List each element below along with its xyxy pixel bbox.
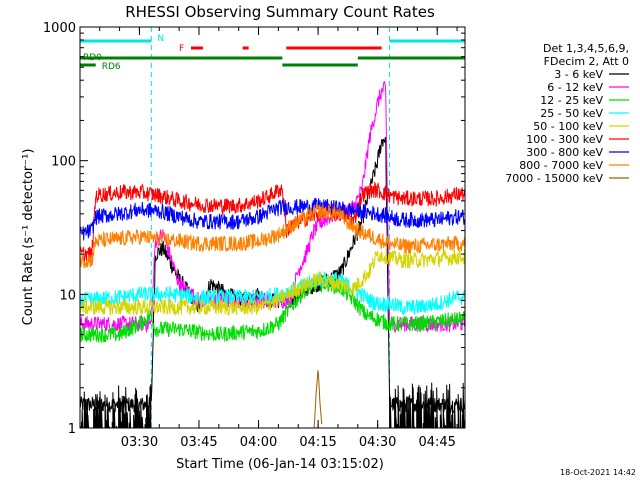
- x-tick-label: 03:45: [180, 435, 217, 450]
- series-line-7: [80, 197, 465, 241]
- legend-label-1: 3 - 6 keV: [554, 68, 603, 81]
- plot-timestamp: 18-Oct-2021 14:42: [560, 468, 636, 477]
- legend-label-9: 7000 - 15000 keV: [505, 172, 603, 185]
- y-tick-label: 100: [51, 155, 76, 170]
- chart-title: RHESSI Observing Summary Count Rates: [125, 3, 435, 21]
- legend-label-6: 100 - 300 keV: [526, 133, 603, 146]
- legend-label-3: 12 - 25 keV: [540, 94, 603, 107]
- x-tick-label: 04:15: [299, 435, 336, 450]
- x-tick-label: 04:00: [240, 435, 277, 450]
- x-tick-label: 03:30: [121, 435, 158, 450]
- flag-label-rd6: RD6: [102, 62, 121, 72]
- legend-label-8: 800 - 7000 keV: [519, 159, 603, 172]
- x-tick-label: 04:45: [418, 435, 455, 450]
- y-tick-label: 10: [59, 288, 76, 303]
- flag-label-f: F: [179, 44, 184, 54]
- y-tick-label: 1000: [43, 21, 76, 36]
- y-axis-label: Count Rate (s⁻¹ detector⁻¹): [21, 149, 36, 326]
- axes: 1 10 100 1000 03:30 03:45 04:00 04:15 04:30 04:45: [43, 21, 466, 450]
- legend-label-2: 6 - 12 keV: [547, 81, 603, 94]
- night-counts-bars: [389, 382, 465, 428]
- series-line-3: [80, 275, 465, 343]
- legend-label-5: 50 - 100 keV: [533, 120, 603, 133]
- series-line-5: [80, 248, 465, 316]
- series-line-6: [80, 180, 465, 262]
- plot-frame: [79, 26, 466, 429]
- flag-label-n: N: [157, 34, 164, 44]
- legend-header-line: Det 1,3,4,5,6,9,: [543, 42, 629, 55]
- x-axis-label: Start Time (06-Jan-14 03:15:02): [176, 457, 384, 472]
- series-line-8: [80, 204, 465, 269]
- series-line-1: [80, 136, 465, 415]
- y-tick-label: 1: [68, 422, 76, 437]
- series-line-9: [313, 370, 323, 428]
- legend: Det 1,3,4,5,6,9,FDecim 2, Att 03 - 6 keV…: [505, 42, 629, 185]
- legend-header-line: FDecim 2, Att 0: [544, 55, 629, 68]
- night-counts-bars: [80, 384, 152, 428]
- legend-label-4: 25 - 50 keV: [540, 107, 603, 120]
- flag-label-rd0: RD0: [83, 53, 102, 63]
- x-tick-label: 04:30: [359, 435, 396, 450]
- legend-label-7: 300 - 800 keV: [526, 146, 603, 159]
